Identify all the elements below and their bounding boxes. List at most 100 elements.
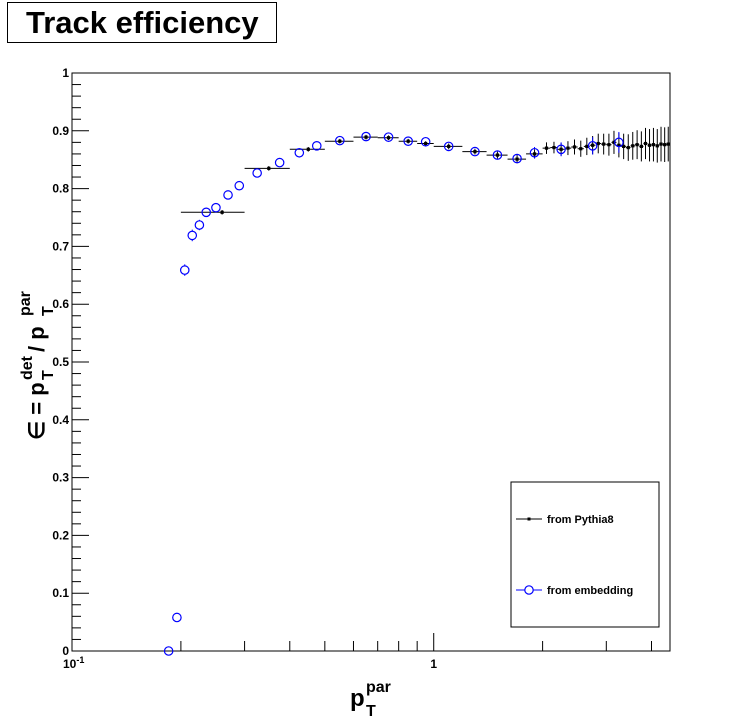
embedding-marker <box>403 136 413 147</box>
pythia8-marker <box>591 143 595 147</box>
pythia8-marker <box>424 141 428 146</box>
embedding-point <box>179 264 190 276</box>
svg-text:/ p: / p <box>24 326 49 352</box>
pythia8-point <box>398 138 418 144</box>
pythia8-point <box>507 155 527 164</box>
x-tick-label: 10-1 <box>63 655 84 671</box>
x-axis-title-base: p <box>350 685 365 712</box>
y-axis-title-num-base: p <box>24 382 49 395</box>
pythia8-point <box>666 126 670 162</box>
y-axis-title-num-sup: det <box>19 355 36 380</box>
svg-text:p: p <box>350 685 365 712</box>
embedding-point <box>556 142 566 157</box>
pythia8-marker <box>663 143 667 147</box>
pythia8-point <box>606 133 612 156</box>
pythia8-point <box>647 129 652 162</box>
embedding-marker <box>201 207 212 218</box>
pythia8-marker <box>585 144 589 149</box>
pythia8-marker <box>544 146 549 150</box>
embedding-marker <box>172 612 182 623</box>
pythia8-point <box>662 127 667 163</box>
pythia8-marker <box>566 146 570 150</box>
svg-text:T: T <box>366 703 376 720</box>
x-tick-label: 1 <box>430 657 437 671</box>
y-axis-title-den-sub: T <box>40 306 57 316</box>
pythia8-point <box>643 127 648 160</box>
embedding-marker <box>420 136 431 147</box>
embedding-marker <box>529 147 540 158</box>
embedding-point <box>383 132 394 142</box>
pythia8-point <box>180 209 245 215</box>
embedding-marker <box>492 150 503 160</box>
pythia8-point <box>417 141 434 146</box>
y-axis-title-num-sub: T <box>40 370 57 380</box>
pythia8-point <box>486 151 508 159</box>
embedding-point <box>274 157 285 168</box>
legend-label-embedding: from embedding <box>547 585 633 597</box>
series-from-embedding <box>163 131 624 656</box>
y-axis-title-sep: / <box>24 340 49 352</box>
svg-text:par: par <box>17 291 34 316</box>
y-tick-label: 0.8 <box>52 182 69 196</box>
pythia8-point <box>630 131 635 160</box>
pythia8-marker <box>631 144 635 148</box>
embedding-point <box>587 137 598 155</box>
pythia8-marker <box>635 143 639 147</box>
pythia8-marker <box>596 141 600 146</box>
embedding-point <box>163 646 174 656</box>
y-axis-title: ∈ = p det T / p par T <box>17 291 57 440</box>
pythia8-marker <box>267 166 271 170</box>
x-axis-title: p par T <box>350 679 391 720</box>
pythia8-marker <box>406 139 410 143</box>
embedding-marker <box>252 168 262 178</box>
embedding-marker <box>274 157 285 168</box>
embedding-point <box>194 219 205 231</box>
pythia8-point <box>550 141 558 154</box>
pythia8-point <box>655 129 660 163</box>
embedding-point <box>492 150 503 160</box>
embedding-marker <box>443 141 454 152</box>
pythia8-marker <box>447 144 451 149</box>
embedding-point <box>311 141 322 151</box>
pythia8-marker <box>306 147 310 151</box>
embedding-marker <box>311 141 322 151</box>
x-axis-title-sub: T <box>366 703 376 720</box>
y-tick-label: 0.3 <box>52 471 69 485</box>
embedding-marker <box>512 153 522 164</box>
embedding-marker <box>163 646 174 656</box>
pythia8-marker <box>666 142 670 146</box>
embedding-point <box>403 136 413 147</box>
pythia8-point <box>611 130 617 154</box>
pythia8-point <box>639 131 644 162</box>
embedding-marker <box>470 146 480 157</box>
y-tick-label: 0 <box>62 644 69 658</box>
x-axis: 10-1 1 <box>63 633 652 671</box>
embedding-marker <box>556 144 566 155</box>
embedding-marker <box>614 137 624 148</box>
embedding-point <box>252 168 262 178</box>
pythia8-marker <box>639 144 643 149</box>
y-tick-label: 0.1 <box>52 586 69 600</box>
pythia8-point <box>659 126 663 162</box>
embedding-point <box>614 131 624 153</box>
legend-box <box>510 481 660 628</box>
svg-text:T: T <box>40 306 57 316</box>
legend: from Pythia8 from embedding <box>510 481 660 628</box>
y-axis-title-den-base: p <box>24 326 49 339</box>
pythia8-marker <box>473 150 477 154</box>
pythia8-point <box>353 134 378 140</box>
embedding-marker <box>294 147 305 158</box>
pythia8-marker <box>572 145 577 149</box>
pythia8-marker <box>552 145 556 150</box>
x-axis-title-sup: par <box>366 679 391 696</box>
pythia8-marker <box>364 135 368 139</box>
embedding-point <box>172 612 182 623</box>
y-tick-label: 1 <box>62 66 69 80</box>
embedding-point <box>529 146 540 159</box>
pythia8-marker <box>495 153 500 157</box>
pythia8-marker <box>651 143 656 147</box>
chart-title: Track efficiency <box>26 5 259 40</box>
pythia8-point <box>600 133 607 155</box>
pythia8-point <box>324 138 354 144</box>
